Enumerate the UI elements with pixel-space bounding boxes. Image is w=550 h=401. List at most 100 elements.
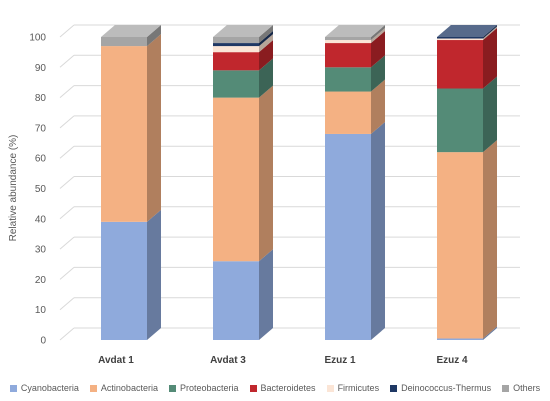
y-tick-label: 30	[35, 245, 47, 256]
bar-side-deinococcus-thermus	[259, 31, 273, 47]
bar-side-bacteroidetes	[483, 28, 497, 89]
gridline-depth	[59, 115, 75, 129]
bar-segment-actinobacteria	[437, 152, 483, 339]
bar-segment-actinobacteria	[101, 46, 147, 222]
bar-side-proteobacteria	[483, 76, 497, 153]
legend-item: Deinococcus-Thermus	[390, 383, 491, 393]
bar-stack	[101, 25, 161, 340]
bar-top	[437, 25, 497, 37]
bar-segment-actinobacteria	[213, 97, 259, 262]
legend-item: Firmicutes	[326, 383, 380, 393]
y-tick-label: 10	[35, 305, 47, 316]
x-category-label: Avdat 1	[98, 355, 134, 366]
y-tick-label: 90	[35, 63, 47, 74]
bar-side-deinococcus-thermus	[483, 25, 497, 39]
gridline-depth	[59, 54, 75, 68]
y-tick-label: 80	[35, 93, 47, 104]
bar-segment-cyanobacteria	[101, 221, 147, 340]
bar-side-bacteroidetes	[259, 40, 273, 71]
legend-label: Proteobacteria	[179, 383, 239, 393]
y-tick-label: 50	[35, 184, 47, 195]
legend-swatch	[168, 384, 176, 392]
bar-segment-firmicutes	[325, 40, 371, 44]
x-category-label: Ezuz 1	[324, 355, 356, 366]
bar-segment-bacteroidetes	[325, 43, 371, 68]
bar-side-others	[371, 25, 385, 41]
y-tick-label: 40	[35, 214, 47, 225]
x-category-label: Ezuz 4	[436, 355, 468, 366]
gridline-depth	[59, 145, 75, 159]
legend-label: Firmicutes	[337, 383, 380, 393]
bar-side-cyanobacteria	[259, 249, 273, 340]
bar-segment-deinococcus-thermus	[437, 37, 483, 39]
legend-label: Cyanobacteria	[20, 383, 79, 393]
legend-label: Deinococcus-Thermus	[401, 383, 492, 393]
gridline-depth	[59, 176, 75, 189]
y-tick-label: 0	[40, 336, 46, 347]
bar-segment-cyanobacteria	[213, 261, 259, 340]
gridline-depth	[59, 267, 75, 280]
legend-swatch	[89, 384, 97, 392]
bar-segment-actinobacteria	[325, 91, 371, 134]
bar-segment-proteobacteria	[325, 67, 371, 92]
bar-side-actinobacteria	[147, 34, 161, 222]
bar-segment-bacteroidetes	[437, 40, 483, 89]
gridline-depth	[59, 236, 75, 250]
legend-swatch	[9, 384, 17, 392]
bar-segment-others	[213, 37, 259, 44]
bar-segment-others	[101, 37, 147, 47]
gridline-depth	[59, 327, 75, 341]
gridline-depth	[59, 297, 75, 311]
bar-side-actinobacteria	[483, 140, 497, 339]
bar-segment-others	[325, 37, 371, 41]
bar-side-cyanobacteria	[147, 209, 161, 340]
bars	[101, 25, 497, 341]
bar-segment-deinococcus-thermus	[213, 43, 259, 47]
bar-side-proteobacteria	[259, 58, 273, 98]
legend-label: Others	[513, 383, 541, 393]
bar-stack	[325, 25, 385, 341]
bar-side-actinobacteria	[371, 79, 385, 134]
bar-top	[325, 25, 385, 37]
gridline-depth	[59, 85, 75, 98]
legend: Cyanobacteria Actinobacteria Proteobacteri…	[0, 379, 550, 397]
bar-side-bacteroidetes	[371, 31, 385, 68]
bar-side-proteobacteria	[371, 55, 385, 92]
bar-segment-cyanobacteria	[325, 133, 371, 340]
y-axis-ticks: 0 10 20 30 40 50 60 70 80 90 100	[29, 33, 46, 347]
y-tick-label: 60	[35, 154, 47, 165]
bar-top	[213, 25, 273, 37]
gridline-depth	[59, 24, 75, 38]
y-tick-label: 100	[29, 33, 46, 44]
y-tick-label: 70	[35, 123, 47, 134]
legend-label: Bacteroidetes	[260, 383, 316, 393]
bar-segment-proteobacteria	[213, 70, 259, 98]
legend-swatch	[502, 384, 510, 392]
bar-side-others	[147, 25, 161, 47]
bar-stack	[213, 25, 273, 340]
bar-segment-firmicutes	[213, 46, 259, 53]
legend-swatch	[326, 384, 334, 392]
bar-side-firmicutes	[259, 34, 273, 53]
legend-item: Bacteroidetes	[249, 383, 316, 393]
legend-label: Actinobacteria	[100, 383, 158, 393]
bar-side-firmicutes	[483, 26, 497, 41]
bar-segment-firmicutes	[437, 38, 483, 41]
legend-swatch	[390, 384, 398, 392]
bar-side-actinobacteria	[259, 85, 273, 262]
bar-side-cyanobacteria	[371, 121, 385, 341]
x-category-label: Avdat 3	[210, 355, 246, 366]
bar-segment-proteobacteria	[437, 88, 483, 153]
y-axis-title: Relative abundance (%)	[8, 135, 19, 242]
bar-side-others	[259, 25, 273, 44]
legend-item: Cyanobacteria	[9, 383, 79, 393]
bar-segment-bacteroidetes	[213, 52, 259, 71]
legend-swatch	[249, 384, 257, 392]
legend-item: Proteobacteria	[168, 383, 239, 393]
bar-side-cyanobacteria	[483, 326, 497, 340]
gridline-depth	[59, 206, 75, 220]
legend-item: Others	[502, 383, 540, 393]
bar-stack	[437, 25, 497, 340]
bar-top	[101, 25, 161, 37]
